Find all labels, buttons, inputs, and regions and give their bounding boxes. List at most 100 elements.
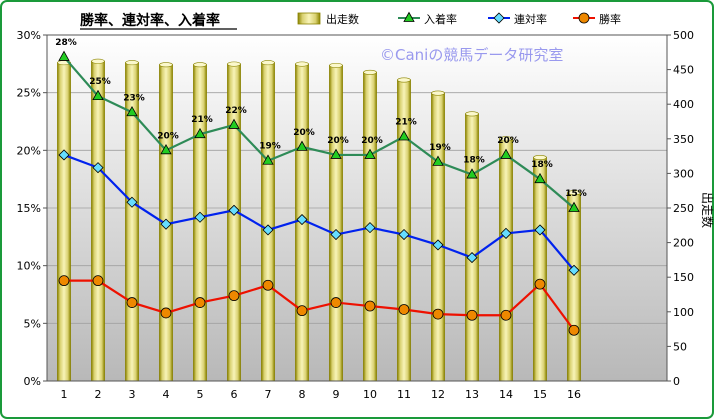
legend-label-win-rate: 勝率 <box>599 12 621 26</box>
win-rate-point <box>228 290 240 302</box>
place-rate-data-label: 21% <box>191 115 213 125</box>
right-tick-label: 450 <box>673 64 694 77</box>
quinella-rate-point <box>194 211 206 223</box>
win-rate-point <box>160 307 172 319</box>
quinella-rate-point <box>296 213 308 226</box>
bar-runs <box>431 92 445 382</box>
win-rate-point <box>296 305 308 317</box>
bar-runs-cap <box>363 69 377 75</box>
place-rate-data-label: 28% <box>55 38 77 48</box>
left-tick-label: 10% <box>17 260 41 273</box>
win-rate-line <box>64 279 575 331</box>
legend-marker-win-rate <box>578 12 590 24</box>
x-tick-label: 15 <box>533 388 547 401</box>
right-tick-label: 100 <box>673 306 694 319</box>
left-tick-label: 5% <box>24 317 41 330</box>
place-rate-point <box>262 154 274 165</box>
quinella-rate-point <box>432 239 444 251</box>
legend-marker-quinella-rate <box>493 12 505 24</box>
place-rate-line <box>63 56 575 209</box>
place-rate-point <box>398 130 410 141</box>
win-rate-point <box>534 278 546 290</box>
x-tick-label: 16 <box>567 388 581 401</box>
place-rate-point <box>432 155 444 166</box>
x-tick-label: 5 <box>197 388 204 401</box>
chart-title: 勝率、連対率、入着率 <box>80 12 220 29</box>
place-rate-data-label: 19% <box>259 142 281 152</box>
x-tick-label: 9 <box>333 388 340 401</box>
right-axis-label: 出走数 <box>700 192 714 228</box>
win-rate-point <box>500 309 512 321</box>
place-rate-point <box>92 89 104 101</box>
place-rate-point <box>194 127 206 139</box>
plot-border <box>46 34 668 382</box>
x-tick-label: 4 <box>163 388 170 401</box>
bar-runs-cap <box>125 60 139 66</box>
quinella-rate-point <box>534 224 546 236</box>
bar-runs <box>499 138 513 382</box>
bar-runs-cap <box>533 154 547 160</box>
win-rate-point <box>568 324 580 336</box>
place-rate-data-label: 23% <box>123 93 145 103</box>
place-rate-point <box>364 148 376 159</box>
place-rate-point <box>466 168 478 179</box>
win-rate-point <box>92 275 104 287</box>
place-rate-data-label: 20% <box>327 136 349 146</box>
place-rate-point <box>534 172 546 184</box>
x-tick-label: 13 <box>465 388 479 401</box>
right-tick-label: 150 <box>673 271 694 284</box>
x-tick-label: 7 <box>265 388 272 401</box>
watermark: ©Caniの競馬データ研究室 <box>380 46 563 64</box>
right-tick-label: 350 <box>673 133 694 146</box>
bar-runs <box>329 65 343 382</box>
place-rate-data-label: 18% <box>531 160 553 170</box>
quinella-rate-point <box>160 218 172 230</box>
win-rate-point <box>398 304 410 315</box>
right-tick-label: 250 <box>673 202 694 215</box>
win-rate-point <box>432 308 444 320</box>
right-axis-ticks: 0 50 100 150 200 250 300 350 400 450 500 <box>667 29 694 388</box>
win-rate-point <box>262 279 274 291</box>
left-tick-label: 30% <box>17 29 41 42</box>
line-series <box>63 56 575 331</box>
x-tick-label: 2 <box>95 388 102 401</box>
quinella-rate-point <box>330 228 342 241</box>
right-tick-label: 300 <box>673 167 694 180</box>
x-tick-label: 3 <box>129 388 136 401</box>
right-tick-label: 500 <box>673 29 694 42</box>
left-tick-label: 20% <box>17 144 41 157</box>
left-tick-label: 0% <box>24 375 41 388</box>
bar-runs-cap <box>91 58 105 64</box>
quinella-rate-point <box>126 196 138 208</box>
legend-marker-place-rate <box>403 11 415 22</box>
bar-runs <box>57 62 71 382</box>
legend-label-runs: 出走数 <box>326 12 359 26</box>
win-rate-point <box>126 297 138 308</box>
legend-label-quinella-rate: 連対率 <box>514 12 547 26</box>
x-tick-label: 12 <box>431 388 445 401</box>
legend: 出走数 入着率 連対率 勝率 <box>297 11 621 26</box>
x-tick-label: 10 <box>363 388 377 401</box>
quinella-rate-point <box>364 222 376 234</box>
place-rate-data-label: 20% <box>157 131 179 141</box>
quinella-rate-line <box>63 153 575 271</box>
place-rate-data-label: 20% <box>293 128 315 138</box>
bar-runs-cap <box>465 111 479 117</box>
bar-runs-cap <box>567 190 581 196</box>
win-rate-point <box>330 297 342 308</box>
place-rate-point <box>228 118 240 129</box>
legend-label-place-rate: 入着率 <box>424 12 457 26</box>
x-tick-label: 6 <box>231 388 238 401</box>
place-rate-data-label: 18% <box>463 156 485 166</box>
x-tick-label: 11 <box>397 388 411 401</box>
line-markers <box>58 50 580 336</box>
bar-runs <box>465 113 479 382</box>
place-rate-data-label: 15% <box>565 189 587 199</box>
bar-runs-cap <box>193 62 207 68</box>
place-rate-point <box>500 148 512 159</box>
place-rate-point <box>160 144 172 155</box>
place-rate-data-label: 22% <box>225 106 247 116</box>
x-tick-label: 8 <box>299 388 306 401</box>
place-rate-data-label: 25% <box>89 77 111 87</box>
